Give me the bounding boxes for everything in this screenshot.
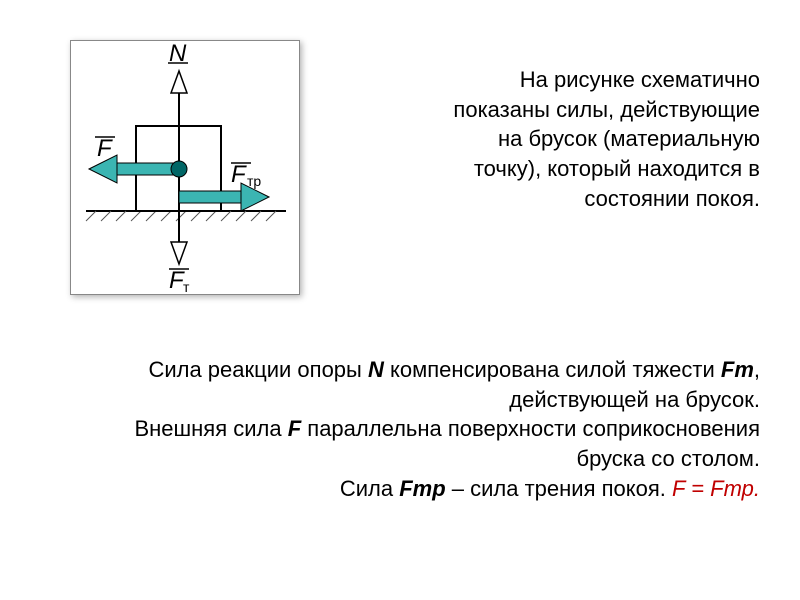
bottom-p1b: N [368,357,384,382]
physics-diagram: N F т F F тр [70,40,300,295]
force-diagram-svg: N F т F F тр [71,41,301,296]
label-Ftr-sub: тр [247,173,261,189]
bottom-description-text: Сила реакции опоры N компенсирована сило… [40,355,760,503]
top-description-text: На рисунке схематично показаны силы, дей… [340,65,760,213]
bottom-p5d: F = Fтр. [672,476,760,501]
label-Ft-sub: т [183,279,190,295]
bottom-p5b: Fтр [399,476,445,501]
bottom-p4: бруска со столом. [576,446,760,471]
top-line1: На рисунке схематично [520,67,760,92]
top-line3: на брусок (материальную [498,126,760,151]
bottom-p3a: Внешняя сила [134,416,287,441]
bottom-p5a: Сила [340,476,399,501]
label-F: F [97,135,113,162]
label-Ftr: F [231,161,247,188]
bottom-p2: действующей на брусок. [509,387,760,412]
bottom-p3c: параллельна поверхности соприкосновения [301,416,760,441]
bottom-p1a: Сила реакции опоры [148,357,368,382]
top-line2: показаны силы, действующие [453,97,760,122]
top-line4: точку), который находится в [474,156,760,181]
top-line5: состоянии покоя. [584,186,760,211]
bottom-p1e: , [754,357,760,382]
bottom-p3b: F [288,416,301,441]
bottom-p5c: – сила трения покоя. [446,476,672,501]
bottom-p1c: компенсирована силой тяжести [384,357,721,382]
bottom-p1d: Fт [721,357,754,382]
center-point [171,161,187,177]
label-N: N [169,41,187,67]
